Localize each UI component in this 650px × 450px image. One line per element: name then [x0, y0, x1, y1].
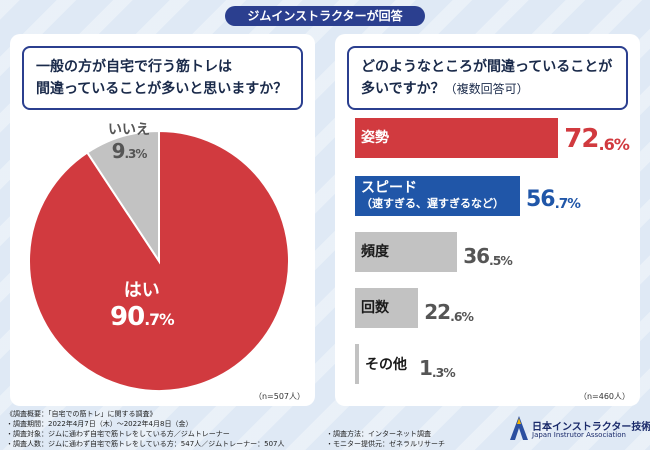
bar-value-frequency: 36.5%	[463, 244, 513, 268]
survey-count: ・調査人数：ジムに通わず自宅で筋トレをしている方：547人／ジムトレーナー：50…	[6, 440, 285, 448]
left-question-line2: 間違っていることが多いと思いますか？	[36, 81, 288, 97]
logo-mark-icon	[510, 416, 528, 440]
pie-slice-no	[85, 129, 160, 265]
pie-chart	[28, 129, 290, 392]
bar-value-other: 1.3%	[419, 356, 456, 380]
pie-label-no-category: いいえ	[108, 122, 150, 138]
survey-provider: ・モニター提供元：ゼネラルリサーチ	[326, 440, 445, 448]
association-logo: 日本インストラクター技術協会 Japan Instrutor Associati…	[508, 412, 650, 446]
pie-label-yes-value: 90.7%	[110, 302, 175, 332]
bar-other	[355, 344, 359, 384]
right-question-line2: 多いですか？（複数回答可）	[361, 81, 529, 97]
pie-label-yes: はい 90.7%	[110, 276, 175, 332]
right-question-note: （複数回答可）	[444, 82, 529, 96]
right-question-line1: どのようなところが間違っていることが	[361, 59, 613, 75]
bar-value-reps: 22.6%	[424, 300, 474, 324]
survey-target: ・調査対象：ジムに通わず自宅で筋トレをしている方／ジムトレーナー	[6, 430, 230, 438]
bar-posture: 姿勢	[355, 118, 559, 158]
bar-value-speed: 56.7%	[526, 187, 581, 212]
bar-label-speed-sub: （速すぎる、遅すぎるなど）	[361, 197, 504, 210]
bar-label-speed: スピード	[361, 180, 417, 196]
survey-period: ・調査期間：2022年4月7日（木）～2022年4月8日（金）	[6, 420, 193, 428]
header-badge: ジムインストラクターが回答	[225, 6, 425, 26]
left-sample-size: （n=507人）	[253, 392, 305, 401]
bar-value-posture: 72.6%	[564, 124, 630, 154]
logo-english-name: Japan Instrutor Association	[532, 431, 626, 439]
pie-label-yes-category: はい	[123, 280, 160, 301]
right-panel: どのようなところが間違っていることが 多いですか？（複数回答可） 姿勢 72.6…	[335, 34, 640, 406]
right-sample-size: （n=460人）	[578, 392, 630, 401]
bar-frequency: 頻度	[355, 232, 458, 272]
survey-title: 《調査概要：「自宅での筋トレ」に関する調査》	[6, 410, 157, 418]
pie-label-no-value: 9.3%	[111, 139, 148, 163]
survey-details: 《調査概要：「自宅での筋トレ」に関する調査》 ・調査期間：2022年4月7日（木…	[6, 409, 326, 449]
bar-reps: 回数	[355, 288, 419, 328]
survey-method: ・調査方法：インターネット調査	[326, 430, 431, 438]
logo-name: 日本インストラクター技術協会	[532, 422, 650, 433]
survey-method-block: ・調査方法：インターネット調査 ・モニター提供元：ゼネラルリサーチ	[326, 429, 506, 449]
bar-speed: スピード （速すぎる、遅すぎるなど）	[355, 176, 520, 216]
left-question: 一般の方が自宅で行う筋トレは 間違っていることが多いと思いますか？	[22, 46, 303, 110]
left-panel: 一般の方が自宅で行う筋トレは 間違っていることが多いと思いますか？ はい 90.…	[10, 34, 315, 406]
right-question: どのようなところが間違っていることが 多いですか？（複数回答可）	[347, 46, 628, 110]
left-question-line1: 一般の方が自宅で行う筋トレは	[36, 59, 232, 75]
pie-label-no: いいえ 9.3%	[108, 119, 150, 163]
bar-label-other: その他	[365, 357, 407, 373]
